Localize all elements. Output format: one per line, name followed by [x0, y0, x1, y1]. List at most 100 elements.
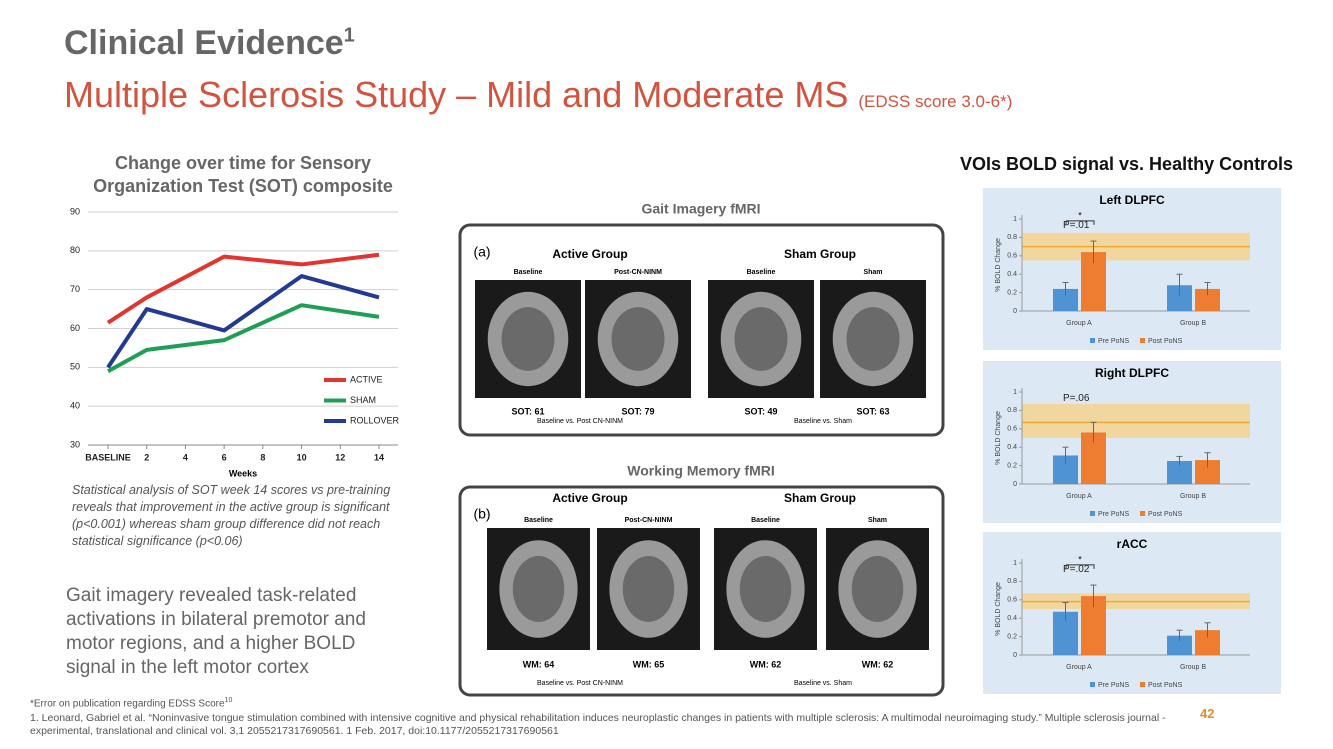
- caption: Baseline vs. Post CN-NINM: [537, 680, 623, 687]
- legend-label: ROLLOVER: [350, 415, 400, 425]
- x-tick-label: 2: [144, 452, 149, 462]
- x-tick-label: Group B: [1180, 493, 1206, 500]
- y-tick-label: 0.6: [1007, 597, 1017, 604]
- control-band: [1022, 403, 1250, 438]
- y-tick-label: 0.8: [1007, 234, 1017, 241]
- legend-swatch: [1090, 511, 1095, 516]
- image-label: Baseline: [514, 269, 543, 276]
- line-series: [106, 274, 380, 369]
- y-tick-label: 1: [1013, 216, 1017, 223]
- annotation: P=.01: [1063, 220, 1090, 231]
- score: SOT: 63: [856, 406, 889, 416]
- sig-bracket: [1065, 220, 1095, 225]
- body-text: Gait imagery revealed task-related activ…: [66, 585, 366, 678]
- x-tick-label: 8: [260, 452, 265, 462]
- y-tick-label: 30: [70, 439, 80, 449]
- significance: *: [1078, 211, 1082, 221]
- brain-inner: [846, 307, 900, 371]
- y-tick-label: 0.4: [1007, 444, 1017, 451]
- y-axis-label: % BOLD Change: [995, 582, 1002, 636]
- bar-title: rACC: [1117, 537, 1148, 551]
- error-note: *Error on publication regarding EDSS Sco…: [30, 698, 225, 710]
- image-label: Post-CN-NINM: [614, 269, 662, 276]
- brain-inner: [851, 556, 904, 622]
- brain-inner: [622, 556, 675, 622]
- group-label: Active Group: [552, 247, 627, 261]
- y-tick-label: 0.2: [1007, 633, 1017, 640]
- brain-inner: [512, 556, 565, 622]
- x-axis-label: Weeks: [229, 468, 257, 478]
- x-tick-label: Group A: [1066, 664, 1092, 671]
- title: Clinical Evidence: [64, 24, 344, 62]
- score: SOT: 79: [621, 406, 654, 416]
- image-label: Baseline: [524, 517, 553, 524]
- legend-label: ACTIVE: [350, 374, 383, 384]
- y-tick-label: 0.8: [1007, 407, 1017, 414]
- y-tick-label: 0.2: [1007, 462, 1017, 469]
- stats-note: Statistical analysis of SOT week 14 scor…: [72, 483, 391, 548]
- legend-label: Pre PoNS: [1098, 682, 1129, 689]
- score: WM: 62: [750, 659, 782, 669]
- y-tick-label: 90: [70, 206, 80, 216]
- y-tick-label: 0: [1013, 652, 1017, 659]
- brain-inner: [501, 307, 555, 371]
- y-tick-label: 0.4: [1007, 271, 1017, 278]
- bar: [1195, 460, 1220, 484]
- x-tick-label: 4: [183, 452, 188, 462]
- y-tick-label: 60: [70, 323, 80, 333]
- subtitle: Multiple Sclerosis Study – Mild and Mode…: [64, 74, 849, 115]
- y-tick-label: 0.6: [1007, 253, 1017, 260]
- legend-swatch: [1090, 338, 1095, 343]
- x-tick-label: 14: [374, 452, 384, 462]
- y-tick-label: 0: [1013, 308, 1017, 315]
- y-tick-label: 80: [70, 245, 80, 255]
- caption: Baseline vs. Sham: [794, 418, 852, 425]
- bar: [1167, 461, 1192, 484]
- x-tick-label: Group B: [1180, 664, 1206, 671]
- y-tick-label: 50: [70, 362, 80, 372]
- annotation: P=.06: [1063, 393, 1090, 404]
- brain-inner: [611, 307, 665, 371]
- x-tick-label: 6: [222, 452, 227, 462]
- error-note-wrap: *Error on publication regarding EDSS Sco…: [30, 697, 232, 709]
- line-series: [106, 252, 380, 325]
- score: SOT: 49: [744, 406, 777, 416]
- brain-inner: [739, 556, 792, 622]
- x-tick-label: BASELINE: [85, 452, 131, 462]
- legend-label: Pre PoNS: [1098, 511, 1129, 518]
- chart-bg: [983, 532, 1281, 694]
- image-label: Post-CN-NINM: [625, 517, 673, 524]
- legend-label: Post PoNS: [1148, 682, 1183, 689]
- sig-bracket: [1065, 564, 1095, 569]
- error-sup: 10: [224, 697, 233, 704]
- panel-title: Working Memory fMRI: [627, 463, 775, 479]
- image-label: Sham: [863, 269, 882, 276]
- page-number: 42: [1200, 706, 1215, 721]
- chart-bg: [983, 361, 1281, 523]
- panel-title: Gait Imagery fMRI: [641, 201, 760, 217]
- panel-label: (a): [473, 244, 490, 260]
- legend-label: Pre PoNS: [1098, 338, 1129, 345]
- x-tick-label: 12: [335, 452, 345, 462]
- y-axis-label: % BOLD Change: [995, 411, 1002, 465]
- legend-swatch: [1140, 338, 1145, 343]
- y-axis-label: % BOLD Change: [995, 238, 1002, 292]
- line-chart-title: Change over time for Sensory Organizatio…: [93, 153, 393, 196]
- panel-label: (b): [473, 506, 490, 522]
- chart-bg: [983, 188, 1281, 350]
- x-tick-label: Group B: [1180, 320, 1206, 327]
- line-series: [107, 303, 380, 373]
- bar-section-title: VOIs BOLD signal vs. Healthy Controls: [960, 154, 1294, 174]
- image-label: Baseline: [751, 517, 780, 524]
- subtitle-note: (EDSS score 3.0-6*): [858, 92, 1013, 111]
- x-tick-label: Group A: [1066, 493, 1092, 500]
- group-label: Sham Group: [784, 247, 856, 261]
- group-label: Active Group: [552, 491, 627, 505]
- score: WM: 64: [523, 659, 555, 669]
- title-wrap: Clinical Evidence1: [64, 24, 355, 63]
- y-tick-label: 0.2: [1007, 289, 1017, 296]
- reference: 1. Leonard, Gabriel et al. “Noninvasive …: [30, 712, 1166, 737]
- x-tick-label: Group A: [1066, 320, 1092, 327]
- group-label: Sham Group: [784, 491, 856, 505]
- legend-swatch: [1090, 682, 1095, 687]
